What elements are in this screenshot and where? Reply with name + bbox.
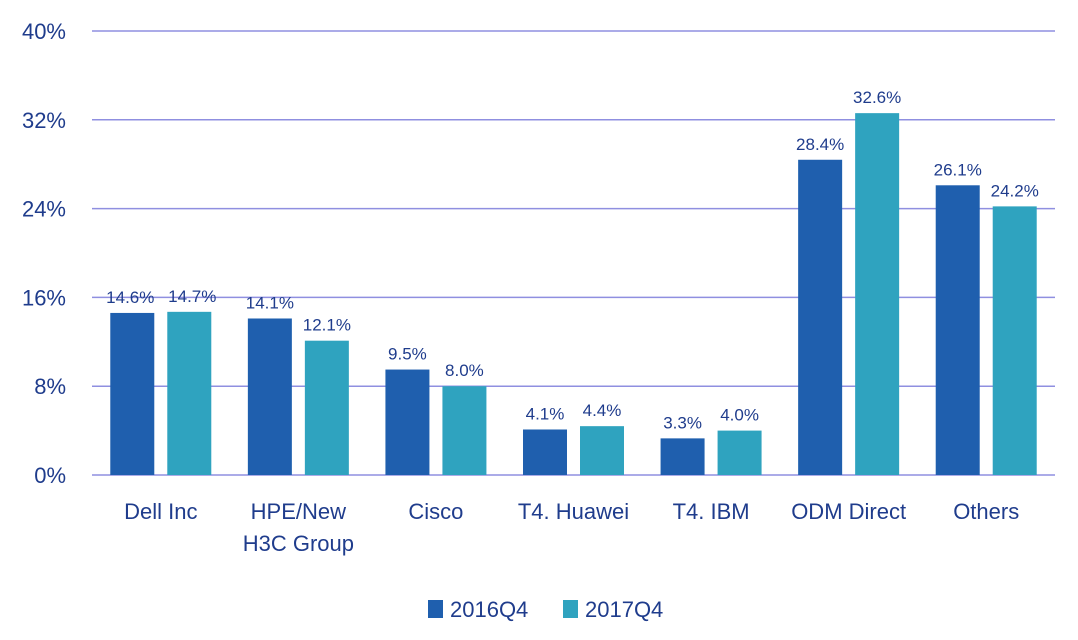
y-tick-label: 0% [34, 463, 66, 488]
y-tick-label: 8% [34, 374, 66, 399]
bar-2017q4 [304, 340, 349, 475]
bar-2016q4 [110, 312, 155, 475]
legend-label: 2016Q4 [450, 597, 528, 622]
data-labels: 14.6% 14.7% 14.1% 12.1% 9.5% 8.0% 4.1% 4.4% 3.3%… [106, 88, 1039, 432]
bar-2016q4 [660, 438, 705, 475]
x-tick-label: H3C Group [243, 531, 354, 556]
data-label: 4.1% [526, 404, 565, 423]
data-label: 3.3% [663, 413, 702, 432]
bar-2016q4 [935, 185, 980, 476]
x-tick-label: HPE/New [251, 499, 346, 524]
y-tick-label: 16% [22, 285, 66, 310]
data-label: 14.6% [106, 288, 154, 307]
y-tick-label: 40% [22, 19, 66, 44]
bars [110, 113, 1037, 476]
bar-2017q4 [992, 206, 1037, 475]
bar-2017q4 [717, 430, 762, 475]
x-tick-label: ODM Direct [791, 499, 906, 524]
bar-2017q4 [580, 426, 624, 475]
gridlines [92, 30, 1055, 476]
x-axis-ticks: Dell Inc HPE/New H3C Group Cisco T4. Huawei T… [124, 499, 1019, 556]
data-label: 14.7% [168, 287, 216, 306]
legend: 2016Q4 2017Q4 [428, 597, 663, 622]
y-axis-ticks: 0% 8% 16% 24% 32% 40% [22, 19, 66, 488]
data-label: 12.1% [303, 316, 351, 335]
x-tick-label: T4. IBM [673, 499, 750, 524]
data-label: 8.0% [445, 361, 484, 380]
legend-swatch [563, 600, 578, 618]
bar-2016q4 [798, 159, 843, 475]
data-label: 24.2% [991, 181, 1039, 200]
y-tick-label: 24% [22, 197, 66, 222]
data-label: 32.6% [853, 88, 901, 107]
x-tick-label: Cisco [408, 499, 463, 524]
data-label: 9.5% [388, 345, 427, 364]
bar-2017q4 [442, 386, 487, 475]
data-label: 14.1% [246, 293, 294, 312]
x-tick-label: Dell Inc [124, 499, 197, 524]
data-label: 4.0% [720, 406, 759, 425]
legend-label: 2017Q4 [585, 597, 663, 622]
data-label: 28.4% [796, 135, 844, 154]
bar-2016q4 [523, 429, 567, 475]
x-tick-label: Others [953, 499, 1019, 524]
bar-2017q4 [167, 311, 212, 475]
bar-2017q4 [855, 113, 900, 475]
bar-2016q4 [247, 318, 292, 475]
bar-2016q4 [385, 369, 430, 475]
data-label: 4.4% [583, 401, 622, 420]
data-label: 26.1% [934, 160, 982, 179]
legend-swatch [428, 600, 443, 618]
x-tick-label: T4. Huawei [518, 499, 629, 524]
y-tick-label: 32% [22, 108, 66, 133]
